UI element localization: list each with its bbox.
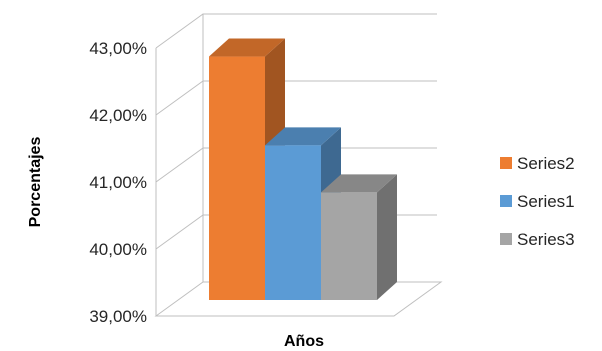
floor [154,281,443,317]
bar-top [321,174,397,193]
legend-swatch [500,233,512,245]
y-tick-label: 43,00% [89,39,147,58]
legend-label: Series3 [517,230,575,249]
x-axis-title: Años [284,333,324,350]
bar-top [209,38,285,57]
legend-label: Series1 [517,192,575,211]
y-axis-ticks: 39,00% 40,00% 41,00% 42,00% 43,00% [89,39,147,326]
legend: Series2 Series1 Series3 [500,154,575,249]
y-axis-title: Porcentajes [27,137,44,228]
y-tick-label: 39,00% [89,307,147,326]
y-tick-label: 41,00% [89,173,147,192]
legend-label: Series2 [517,154,575,173]
bar-front [265,145,321,300]
gridline [155,147,437,183]
bar-front [209,56,265,301]
bars [209,38,397,301]
legend-swatch [500,157,512,169]
bar-side [377,174,397,300]
legend-item-series2: Series2 [500,154,575,173]
bar-series3 [321,174,397,300]
y-tick-label: 42,00% [89,106,147,125]
legend-item-series1: Series1 [500,192,575,211]
gridline [155,80,437,116]
legend-swatch [500,195,512,207]
legend-item-series3: Series3 [500,230,575,249]
gridline [155,13,437,49]
bar-top [265,127,341,146]
y-tick-label: 40,00% [89,240,147,259]
bar-front [321,192,377,300]
